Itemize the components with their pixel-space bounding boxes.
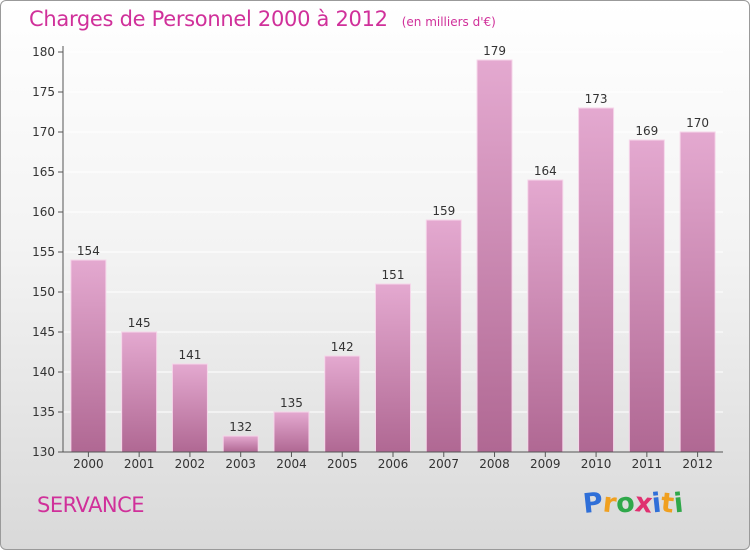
value-label-2001: 145 [128, 316, 151, 330]
y-tick-label: 160 [32, 205, 55, 219]
y-tick-label: 130 [32, 445, 55, 459]
value-label-2002: 141 [178, 348, 201, 362]
bar-2003 [222, 435, 259, 453]
bar-2002 [171, 363, 208, 453]
bar-2008 [476, 59, 513, 453]
bar-2000 [70, 259, 107, 453]
x-tick-label-2006: 2006 [378, 457, 409, 471]
title-row: Charges de Personnel 2000 à 2012 (en mill… [29, 7, 496, 31]
bar-2001 [121, 331, 158, 453]
y-tick-label: 145 [32, 325, 55, 339]
proxiti-logo: Proxiti [581, 487, 686, 520]
x-tick-label-2007: 2007 [428, 457, 459, 471]
value-label-2012: 170 [686, 116, 709, 130]
value-label-2006: 151 [382, 268, 405, 282]
value-label-2008: 179 [483, 44, 506, 58]
y-tick-label: 135 [32, 405, 55, 419]
value-label-2000: 154 [77, 244, 100, 258]
value-label-2011: 169 [635, 124, 658, 138]
bar-2004 [273, 411, 310, 453]
x-tick-label-2012: 2012 [682, 457, 713, 471]
value-label-2005: 142 [331, 340, 354, 354]
chart-title: Charges de Personnel 2000 à 2012 [29, 7, 388, 31]
x-tick-label-2002: 2002 [175, 457, 206, 471]
bar-2005 [324, 355, 361, 453]
bar-2007 [425, 219, 462, 453]
x-tick-label-2009: 2009 [530, 457, 561, 471]
x-tick-label-2008: 2008 [479, 457, 510, 471]
bar-2010 [578, 107, 615, 453]
bar-2012 [679, 131, 716, 453]
x-tick-label-2001: 2001 [124, 457, 155, 471]
y-tick-label: 175 [32, 85, 55, 99]
chart-subtitle: (en milliers d'€) [401, 15, 496, 29]
x-tick-label-2000: 2000 [73, 457, 104, 471]
place-name: SERVANCE [37, 493, 145, 517]
bar-2006 [375, 283, 411, 453]
x-tick-label-2010: 2010 [581, 457, 612, 471]
value-label-2007: 159 [432, 204, 455, 218]
value-label-2009: 164 [534, 164, 557, 178]
x-tick-label-2011: 2011 [632, 457, 663, 471]
y-tick-label: 150 [32, 285, 55, 299]
y-tick-label: 170 [32, 125, 55, 139]
y-tick-label: 165 [32, 165, 55, 179]
logo-letter: i [672, 487, 686, 520]
bar-2011 [628, 139, 665, 453]
y-tick-label: 180 [32, 45, 55, 59]
y-tick-label: 155 [32, 245, 55, 259]
x-tick-label-2004: 2004 [276, 457, 307, 471]
value-label-2010: 173 [585, 92, 608, 106]
value-label-2003: 132 [229, 420, 252, 434]
x-tick-label-2003: 2003 [225, 457, 256, 471]
y-tick-label: 140 [32, 365, 55, 379]
value-label-2004: 135 [280, 396, 303, 410]
x-tick-label-2005: 2005 [327, 457, 358, 471]
bar-2009 [527, 179, 564, 453]
